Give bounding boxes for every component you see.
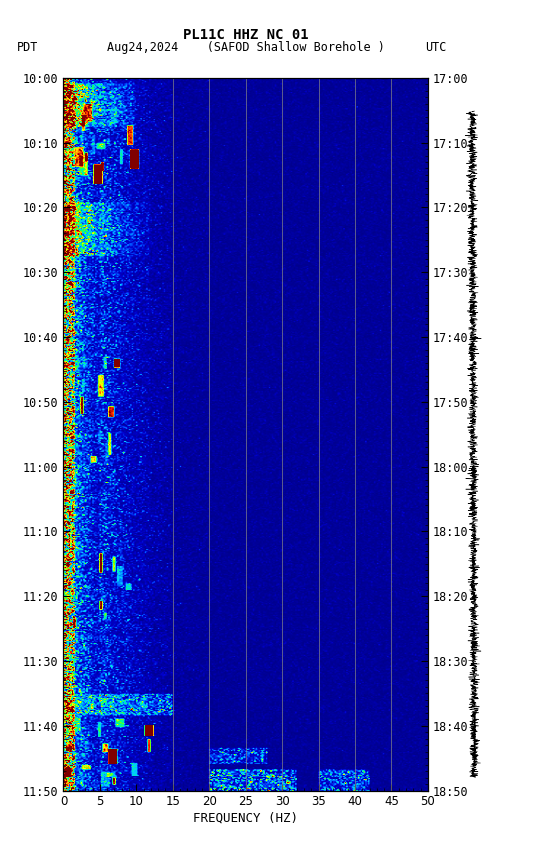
Text: PDT: PDT <box>17 41 38 54</box>
Text: PL11C HHZ NC 01: PL11C HHZ NC 01 <box>183 28 309 41</box>
X-axis label: FREQUENCY (HZ): FREQUENCY (HZ) <box>193 811 298 824</box>
Text: UTC: UTC <box>425 41 447 54</box>
Text: Aug24,2024    (SAFOD Shallow Borehole ): Aug24,2024 (SAFOD Shallow Borehole ) <box>107 41 385 54</box>
